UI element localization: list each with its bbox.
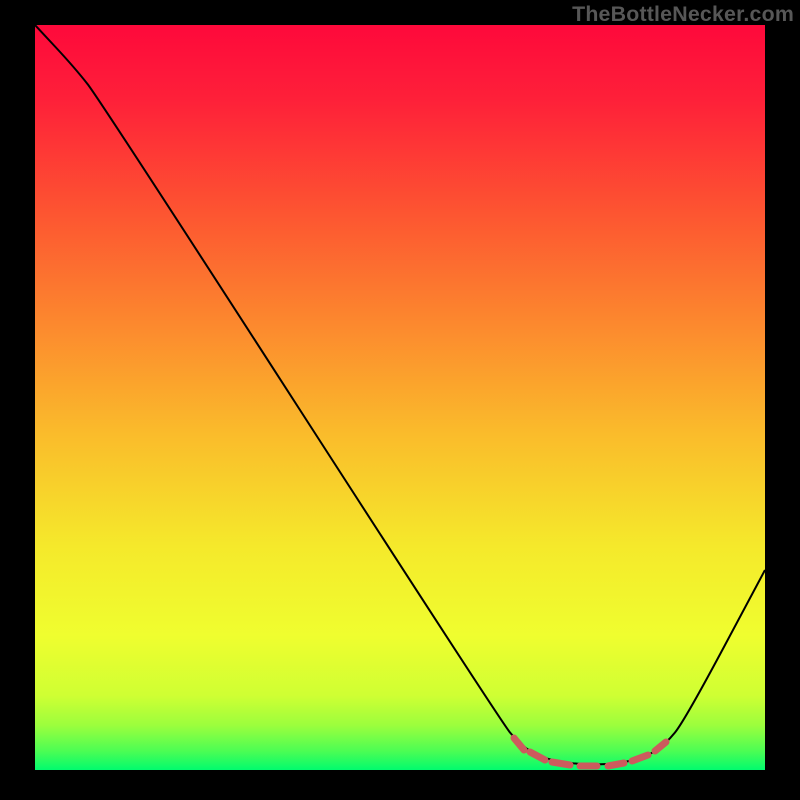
- chart-svg: [0, 0, 800, 800]
- chart-container: TheBottleNecker.com: [0, 0, 800, 800]
- valley-marker-segment: [608, 763, 624, 766]
- valley-marker-segment: [552, 762, 570, 765]
- gradient-plot-area: [35, 25, 765, 770]
- watermark-text: TheBottleNecker.com: [572, 2, 794, 27]
